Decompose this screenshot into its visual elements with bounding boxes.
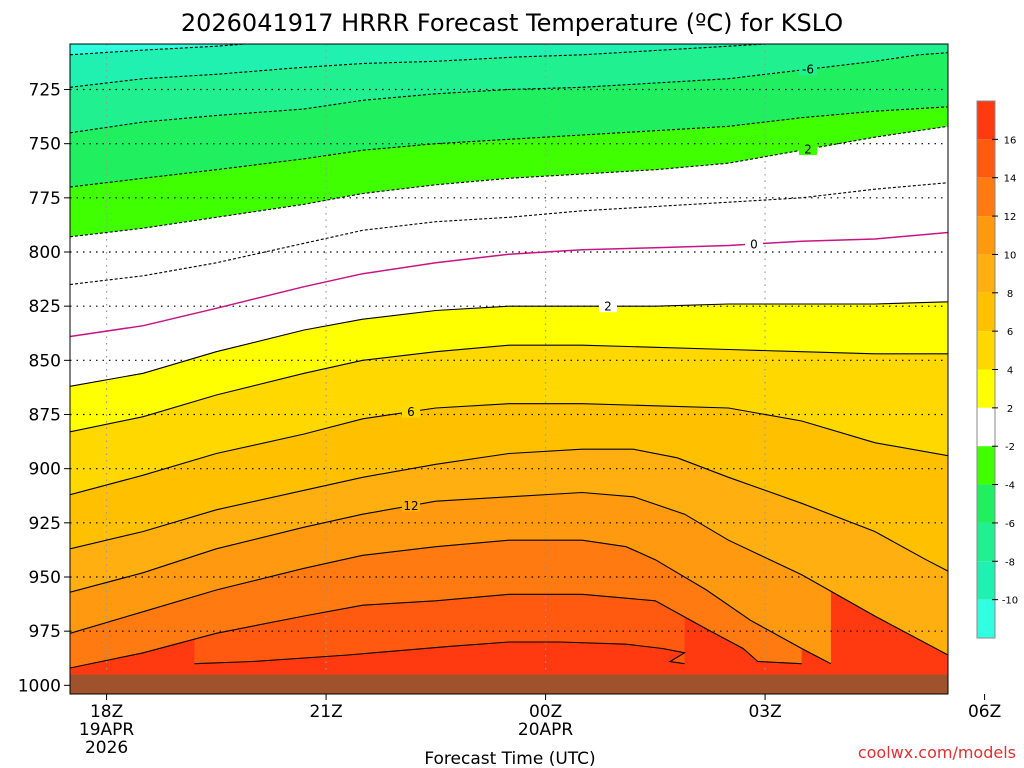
ground-surface [70, 674, 948, 694]
y-tick-label: 850 [29, 351, 61, 371]
contour-label: 12 [403, 499, 418, 513]
colorbar-swatch [977, 139, 995, 178]
isotherm-line [70, 44, 253, 56]
y-tick-label: 950 [29, 568, 61, 588]
y-tick-label: 875 [29, 406, 61, 426]
colorbar-swatch [977, 522, 995, 562]
band-fill [70, 44, 948, 55]
y-tick-label: 900 [29, 460, 61, 480]
colorbar-label: 6 [1007, 327, 1013, 338]
y-tick-label: 825 [29, 297, 61, 317]
colorbar-label: 2 [1007, 404, 1013, 415]
isotherm-line [70, 182, 948, 286]
isotherm-line [70, 125, 948, 238]
colorbar-swatch [977, 177, 995, 217]
x-tick-label: 2026 [85, 738, 128, 758]
colorbar-swatch [977, 484, 995, 523]
isotherm-layer [70, 44, 948, 669]
contour-label: 2 [804, 143, 812, 157]
contour-label: 2 [604, 300, 612, 314]
y-tick-label: 750 [29, 135, 61, 155]
y-axis: 725 750 775 800 825 850 875 900 925 950 975 1000 [18, 81, 70, 696]
y-tick-label: 775 [29, 189, 61, 209]
colorbar-swatch [977, 101, 995, 140]
isotherm-line [194, 641, 687, 665]
colorbar: 16 14 12 10 8 6 4 2 -2 -4 -6 -8 -10 [976, 100, 1018, 639]
isotherm-line [70, 231, 948, 338]
x-tick-label: 19APR [79, 720, 135, 740]
colorbar-label: 8 [1007, 289, 1013, 300]
x-tick-label: 00Z [529, 702, 562, 722]
isotherm-line [70, 448, 948, 572]
colorbar-swatch [977, 254, 995, 293]
contour-label: 0 [750, 237, 758, 251]
x-axis: 18Z19APR202621Z00Z20APR03Z06Z09Z [79, 694, 1001, 758]
colorbar-label: -10 [1002, 596, 1018, 607]
plot-frame [69, 43, 949, 695]
isotherm-line [70, 106, 948, 188]
x-tick-label: 21Z [309, 702, 342, 722]
colorbar-swatch [977, 599, 995, 638]
isotherm-line [70, 301, 948, 387]
isotherm-line [70, 593, 802, 669]
x-tick-label: 03Z [748, 702, 781, 722]
colorbar-swatch [977, 331, 995, 370]
contour-label-bg [745, 236, 763, 250]
colorbar-label: 14 [1004, 174, 1017, 185]
isotherm-line [70, 344, 948, 433]
colorbar-label: -6 [1005, 519, 1015, 530]
contour-label-bg [402, 498, 420, 512]
y-tick-label: 800 [29, 243, 61, 263]
colorbar-swatch [977, 446, 995, 485]
isotherm-line [70, 539, 832, 665]
plot-area [70, 44, 948, 694]
chart-title: 2026041917 HRRR Forecast Temperature (ºC… [181, 9, 843, 37]
colorbar-swatch [977, 369, 995, 408]
colorbar-swatch [977, 561, 995, 600]
colorbar-label: 10 [1004, 250, 1017, 261]
x-tick-label: 20APR [518, 720, 574, 740]
colorbar-swatch [977, 216, 995, 255]
colorbar-label: 4 [1007, 366, 1013, 377]
contour-label-bg [402, 404, 420, 418]
colorbar-label: -2 [1005, 442, 1015, 453]
isotherm-line [70, 491, 948, 656]
x-tick-label: 18Z [90, 702, 123, 722]
contour-label-bg [799, 142, 817, 156]
x-axis-label: Forecast Time (UTC) [424, 749, 595, 768]
x-tick-label: 06Z [968, 702, 1001, 722]
y-tick-label: 975 [29, 622, 61, 642]
isotherm-line [70, 44, 775, 88]
colorbar-label: 12 [1004, 212, 1017, 223]
y-tick-label: 725 [29, 81, 61, 101]
y-tick-label: 925 [29, 514, 61, 534]
colorbar-label: -8 [1005, 557, 1015, 568]
colorbar-swatch [977, 292, 995, 332]
band-fill [70, 44, 948, 88]
grid-layer [70, 44, 948, 694]
colorbar-label: -4 [1005, 481, 1015, 492]
contour-label-layer: -6 2 0 2 6 12 [402, 62, 817, 513]
contour-label: 6 [407, 405, 415, 419]
contour-label-bg [599, 299, 617, 313]
contour-label-bg [799, 62, 817, 76]
contour-label: -6 [802, 63, 814, 77]
isotherm-line [70, 52, 948, 134]
credit-text: coolwx.com/models [858, 743, 1016, 762]
colorbar-label: 16 [1004, 135, 1017, 146]
colorbar-swatch [977, 407, 995, 447]
y-tick-label: 1000 [18, 676, 61, 696]
temperature-fill-layer [70, 44, 948, 694]
isotherm-line [70, 403, 948, 496]
